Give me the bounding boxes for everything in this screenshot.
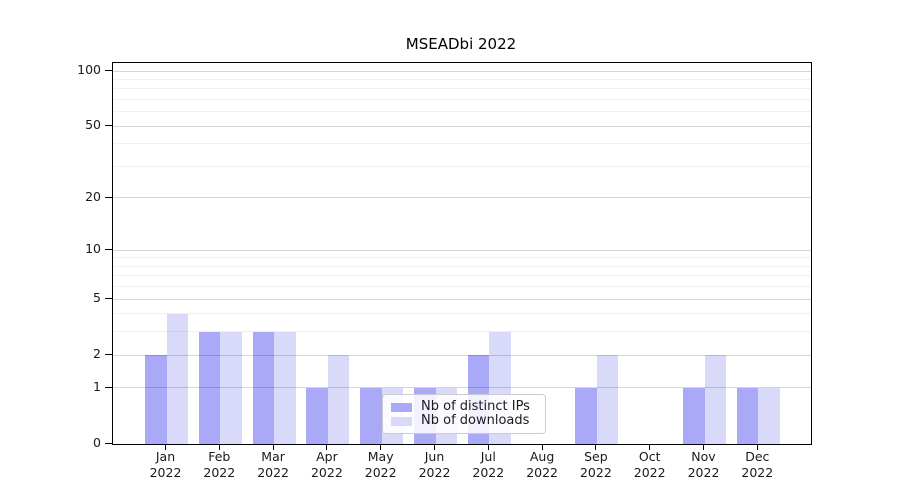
x-tick-label-may-2022: May 2022 bbox=[364, 449, 397, 480]
x-tick-label-sep-2022: Sep 2022 bbox=[579, 449, 612, 480]
bar-distinct-ips-may bbox=[360, 387, 382, 444]
bar-downloads-apr bbox=[327, 355, 350, 444]
x-tick-label-oct-2022: Oct 2022 bbox=[633, 449, 666, 480]
x-tick-label-aug-2022: Aug 2022 bbox=[526, 449, 558, 480]
gridline-minor bbox=[113, 98, 811, 100]
y-tick bbox=[105, 249, 112, 251]
bar-downloads-nov bbox=[704, 355, 726, 444]
x-tick bbox=[595, 444, 597, 450]
bar-distinct-ips-mar bbox=[252, 331, 275, 444]
gridline-major bbox=[113, 354, 811, 356]
gridline-minor bbox=[113, 257, 811, 259]
y-tick-label-1: 1 bbox=[93, 378, 101, 394]
bar-distinct-ips-sep bbox=[575, 387, 597, 444]
bar-distinct-ips-apr bbox=[306, 387, 328, 444]
gridline-minor bbox=[113, 78, 811, 80]
x-tick-label-jul-2022: Jul 2022 bbox=[472, 449, 505, 480]
x-tick bbox=[326, 444, 328, 450]
bar-downloads-feb bbox=[220, 331, 242, 444]
gridline-major bbox=[113, 387, 811, 389]
y-tick bbox=[105, 125, 112, 127]
x-tick bbox=[487, 444, 489, 450]
gridline-major bbox=[113, 125, 811, 127]
x-tick-label-dec-2022: Dec 2022 bbox=[741, 449, 774, 480]
gridline-major bbox=[113, 197, 811, 199]
gridline-major bbox=[113, 249, 811, 251]
x-tick-label-mar-2022: Mar 2022 bbox=[257, 449, 289, 480]
legend-swatch-distinct-ips bbox=[391, 402, 412, 412]
gridline-minor bbox=[113, 88, 811, 90]
y-tick bbox=[105, 70, 112, 71]
gridline-minor bbox=[113, 143, 811, 145]
gridline-minor bbox=[113, 265, 811, 267]
bar-downloads-jan bbox=[166, 313, 188, 444]
legend-item-distinct-ips: Nb of distinct IPs bbox=[391, 400, 539, 414]
y-tick bbox=[105, 443, 112, 444]
bar-downloads-mar bbox=[274, 331, 296, 444]
x-tick bbox=[380, 444, 382, 450]
chart-title: MSEADbi 2022 bbox=[405, 35, 517, 53]
y-tick-label-10: 10 bbox=[85, 241, 101, 257]
gridline-major bbox=[113, 70, 811, 72]
bar-distinct-ips-nov bbox=[683, 387, 705, 444]
x-tick-label-jun-2022: Jun 2022 bbox=[418, 449, 451, 480]
x-tick-label-nov-2022: Nov 2022 bbox=[687, 449, 720, 480]
bar-distinct-ips-jan bbox=[145, 355, 167, 444]
x-tick bbox=[649, 444, 651, 450]
y-tick-label-5: 5 bbox=[93, 290, 101, 306]
legend-item-downloads: Nb of downloads bbox=[391, 414, 539, 428]
gridline-minor bbox=[113, 165, 811, 167]
y-tick-label-2: 2 bbox=[93, 346, 101, 362]
x-tick-label-feb-2022: Feb 2022 bbox=[203, 449, 236, 480]
gridline-minor bbox=[113, 313, 811, 315]
x-tick-label-apr-2022: Apr 2022 bbox=[310, 449, 343, 480]
y-tick-label-50: 50 bbox=[85, 117, 101, 133]
bar-downloads-sep bbox=[596, 355, 619, 444]
legend-label-distinct-ips: Nb of distinct IPs bbox=[421, 399, 530, 414]
x-tick bbox=[703, 444, 704, 450]
plot-area: Nb of distinct IPs Nb of downloads bbox=[112, 62, 812, 445]
gridline-minor bbox=[113, 286, 811, 288]
x-tick bbox=[541, 444, 543, 450]
y-tick bbox=[105, 386, 112, 388]
gridline-minor bbox=[113, 275, 811, 277]
x-tick bbox=[434, 444, 435, 450]
x-tick bbox=[165, 444, 166, 450]
gridline-minor bbox=[113, 111, 811, 113]
bar-downloads-dec bbox=[758, 387, 780, 444]
gridline-minor bbox=[113, 331, 811, 333]
gridline-major bbox=[113, 298, 811, 300]
bar-distinct-ips-dec bbox=[736, 387, 759, 444]
y-tick bbox=[105, 354, 112, 356]
y-tick-label-0: 0 bbox=[93, 435, 101, 450]
x-tick bbox=[218, 444, 220, 450]
legend-label-downloads: Nb of downloads bbox=[421, 413, 530, 428]
x-tick-label-jan-2022: Jan 2022 bbox=[149, 449, 182, 480]
x-tick bbox=[756, 444, 758, 450]
bar-distinct-ips-feb bbox=[198, 331, 221, 444]
legend: Nb of distinct IPs Nb of downloads bbox=[382, 394, 546, 434]
y-tick bbox=[105, 196, 112, 198]
x-tick bbox=[272, 444, 274, 450]
y-tick-label-20: 20 bbox=[85, 188, 101, 204]
legend-swatch-downloads bbox=[391, 416, 412, 426]
y-tick-label-100: 100 bbox=[77, 62, 101, 77]
y-tick bbox=[105, 298, 112, 300]
